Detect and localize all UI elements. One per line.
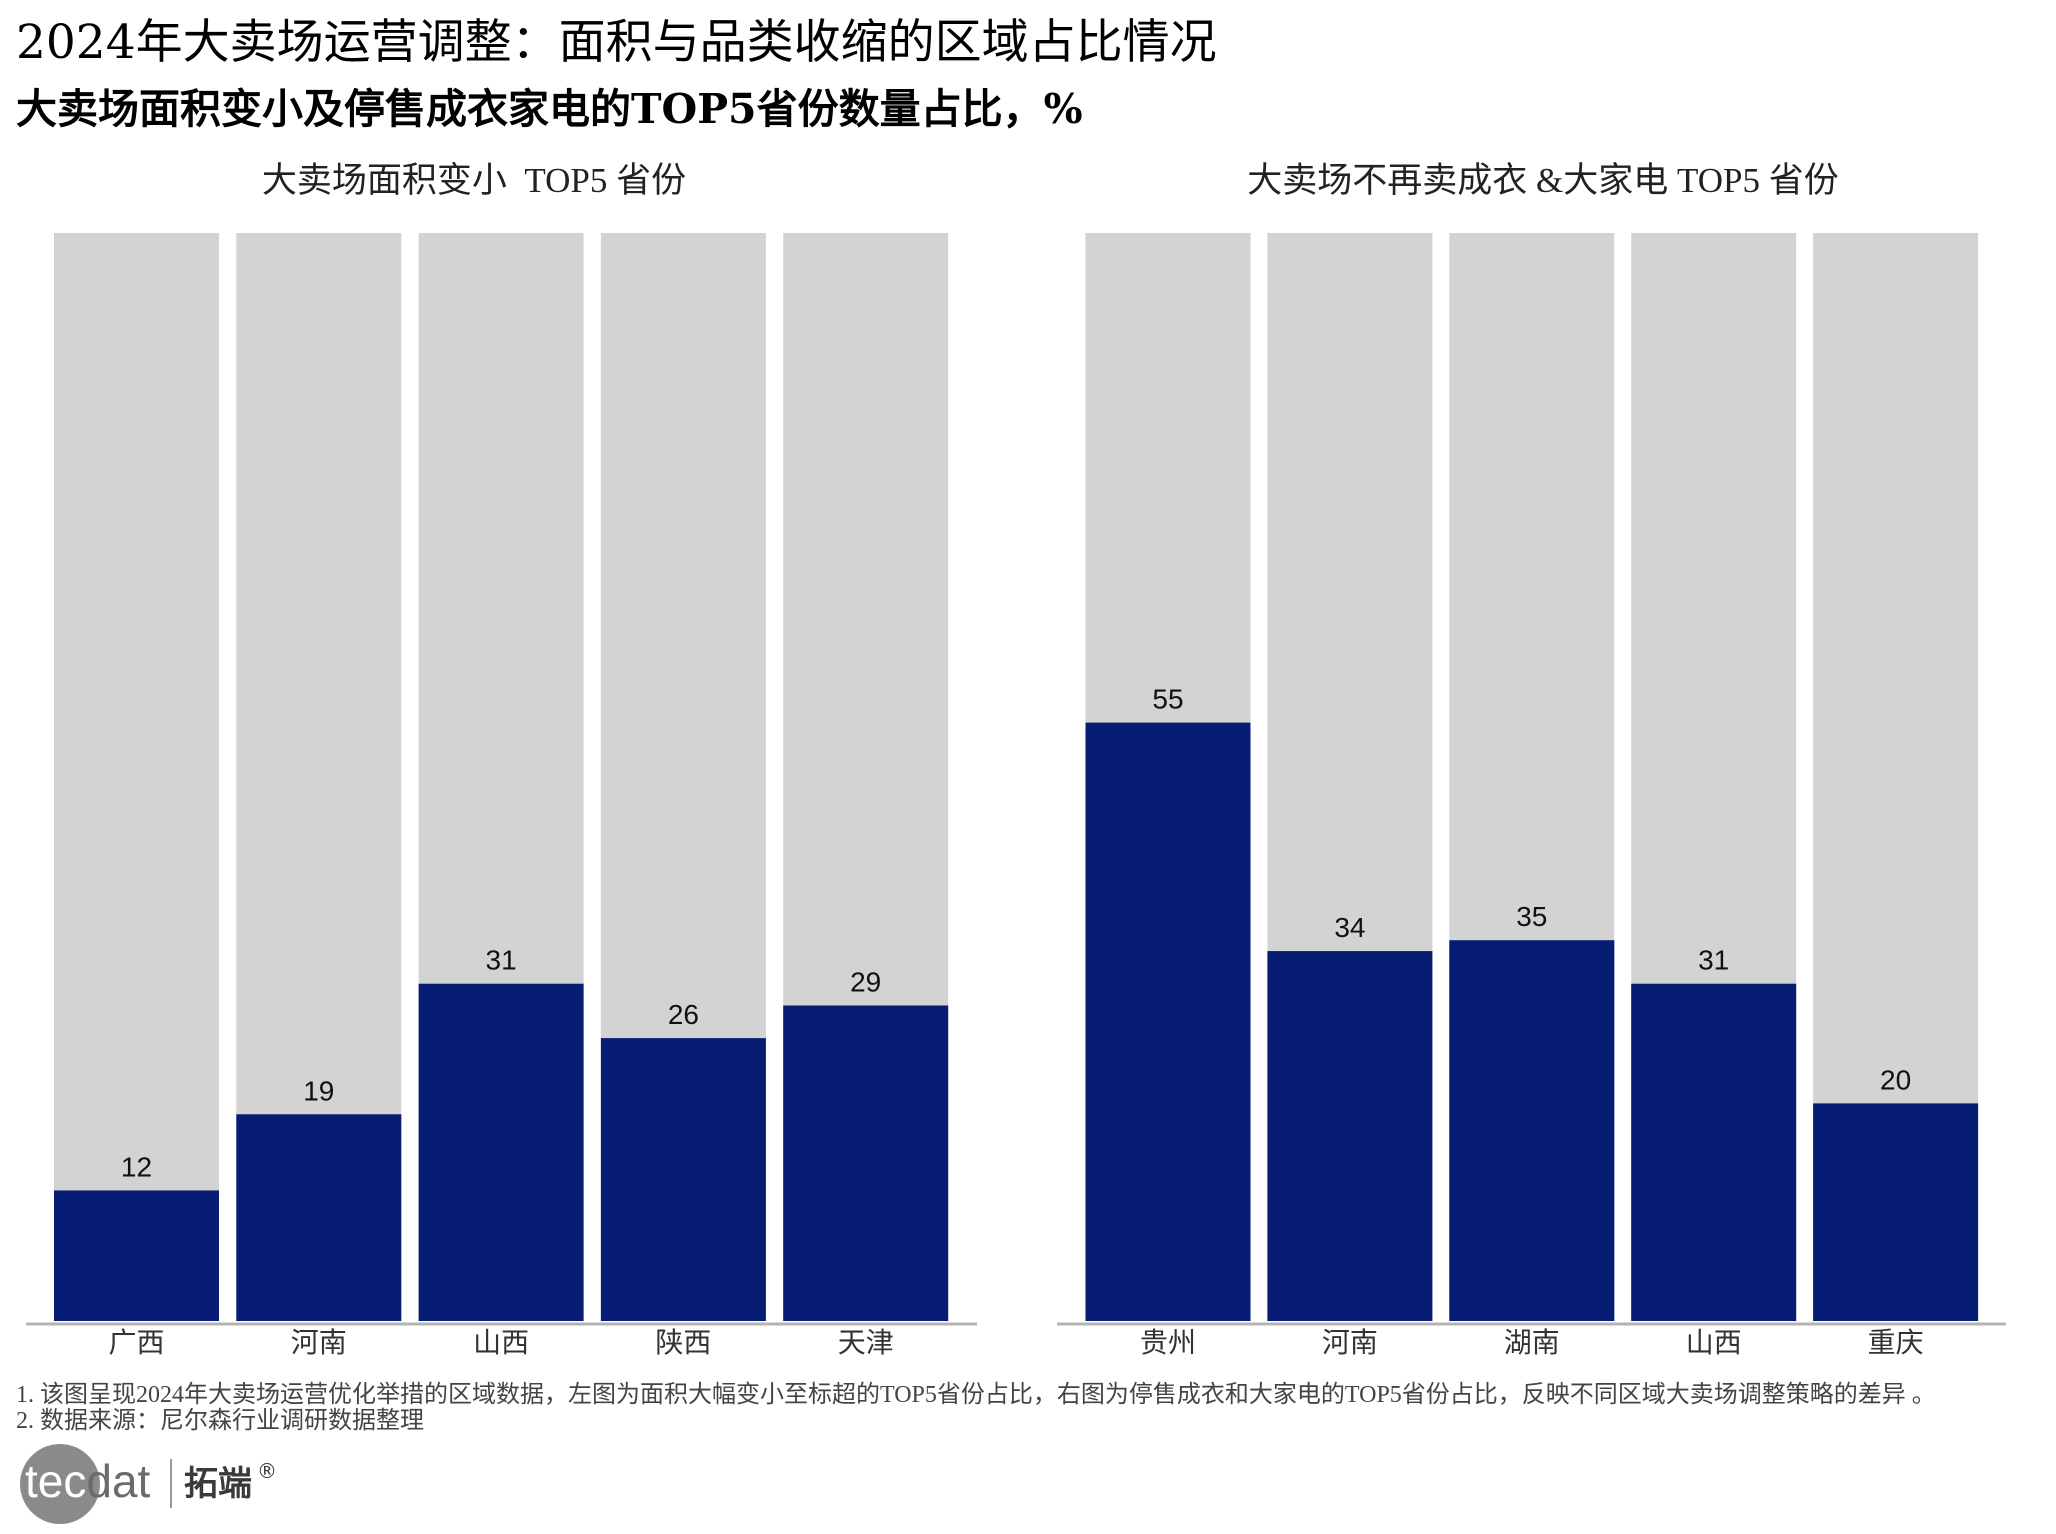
- category-label-right-4: 山西: [1686, 1327, 1742, 1359]
- logo-wordmark: tecdat: [25, 1458, 150, 1504]
- bar-background-left-1: [54, 233, 219, 1321]
- bar-right-4: [1631, 983, 1797, 1321]
- category-label-right-2: 河南: [1322, 1327, 1378, 1359]
- value-label-right-2: 34: [1334, 912, 1365, 943]
- logo-registered-mark: ®: [257, 1459, 277, 1483]
- chart-left-title: 大卖场面积变小 TOP5 省份: [261, 161, 687, 200]
- bar-left-3: [418, 983, 584, 1321]
- value-label-right-1: 55: [1152, 684, 1183, 715]
- bar-left-2: [236, 1114, 402, 1321]
- logo-divider: [170, 1459, 172, 1508]
- bar-right-1: [1085, 722, 1251, 1321]
- value-label-right-4: 31: [1698, 945, 1729, 976]
- value-label-left-2: 19: [303, 1075, 334, 1106]
- logo: tecdat 拓端 ®: [0, 1440, 300, 1534]
- value-label-left-3: 31: [486, 945, 517, 976]
- chart-right: 55 贵州 34 河南 35 湖南 31 山西 20 重庆: [1057, 233, 2006, 1359]
- footnote-1: 1. 该图呈现2024年大卖场运营优化举措的区域数据，左图为面积大幅变小至标超的…: [16, 1382, 1936, 1408]
- category-label-left-2: 河南: [291, 1327, 347, 1359]
- value-label-right-5: 20: [1880, 1064, 1911, 1095]
- category-label-left-3: 山西: [473, 1327, 529, 1359]
- category-label-left-4: 陕西: [655, 1327, 711, 1359]
- logo-text-cn: 拓端: [184, 1464, 252, 1504]
- bar-left-1: [54, 1190, 219, 1321]
- category-label-left-5: 天津: [838, 1328, 894, 1359]
- category-label-right-1: 贵州: [1140, 1327, 1196, 1359]
- chart-right-title: 大卖场不再卖成衣 &大家电 TOP5 省份: [1247, 161, 1839, 200]
- bar-right-2: [1267, 951, 1433, 1321]
- category-label-right-5: 重庆: [1868, 1327, 1924, 1359]
- value-label-right-3: 35: [1516, 901, 1547, 932]
- footnote-2: 2. 数据来源：尼尔森行业调研数据整理: [16, 1408, 424, 1434]
- page-subtitle: 大卖场面积变小及停售成衣家电的TOP5省份数量占比，%: [16, 85, 1083, 133]
- page-title: 2024年大卖场运营调整：面积与品类收缩的区域占比情况: [16, 15, 1217, 70]
- category-label-right-3: 湖南: [1504, 1327, 1560, 1359]
- value-label-left-5: 29: [850, 966, 881, 997]
- logo-circle: [20, 1444, 100, 1524]
- logo-text-dat: dat: [86, 1455, 151, 1507]
- value-label-left-4: 26: [668, 999, 699, 1030]
- bar-right-3: [1449, 940, 1615, 1321]
- bar-left-5: [783, 1005, 949, 1321]
- bar-right-5: [1813, 1103, 1979, 1321]
- chart-left: 12 广西 19 河南 31 山西 26 陕西 29 天津: [26, 233, 977, 1359]
- category-label-left-1: 广西: [108, 1327, 164, 1359]
- bar-left-4: [600, 1038, 766, 1321]
- value-label-left-1: 12: [121, 1151, 152, 1182]
- logo-text-tec: tec: [25, 1455, 87, 1507]
